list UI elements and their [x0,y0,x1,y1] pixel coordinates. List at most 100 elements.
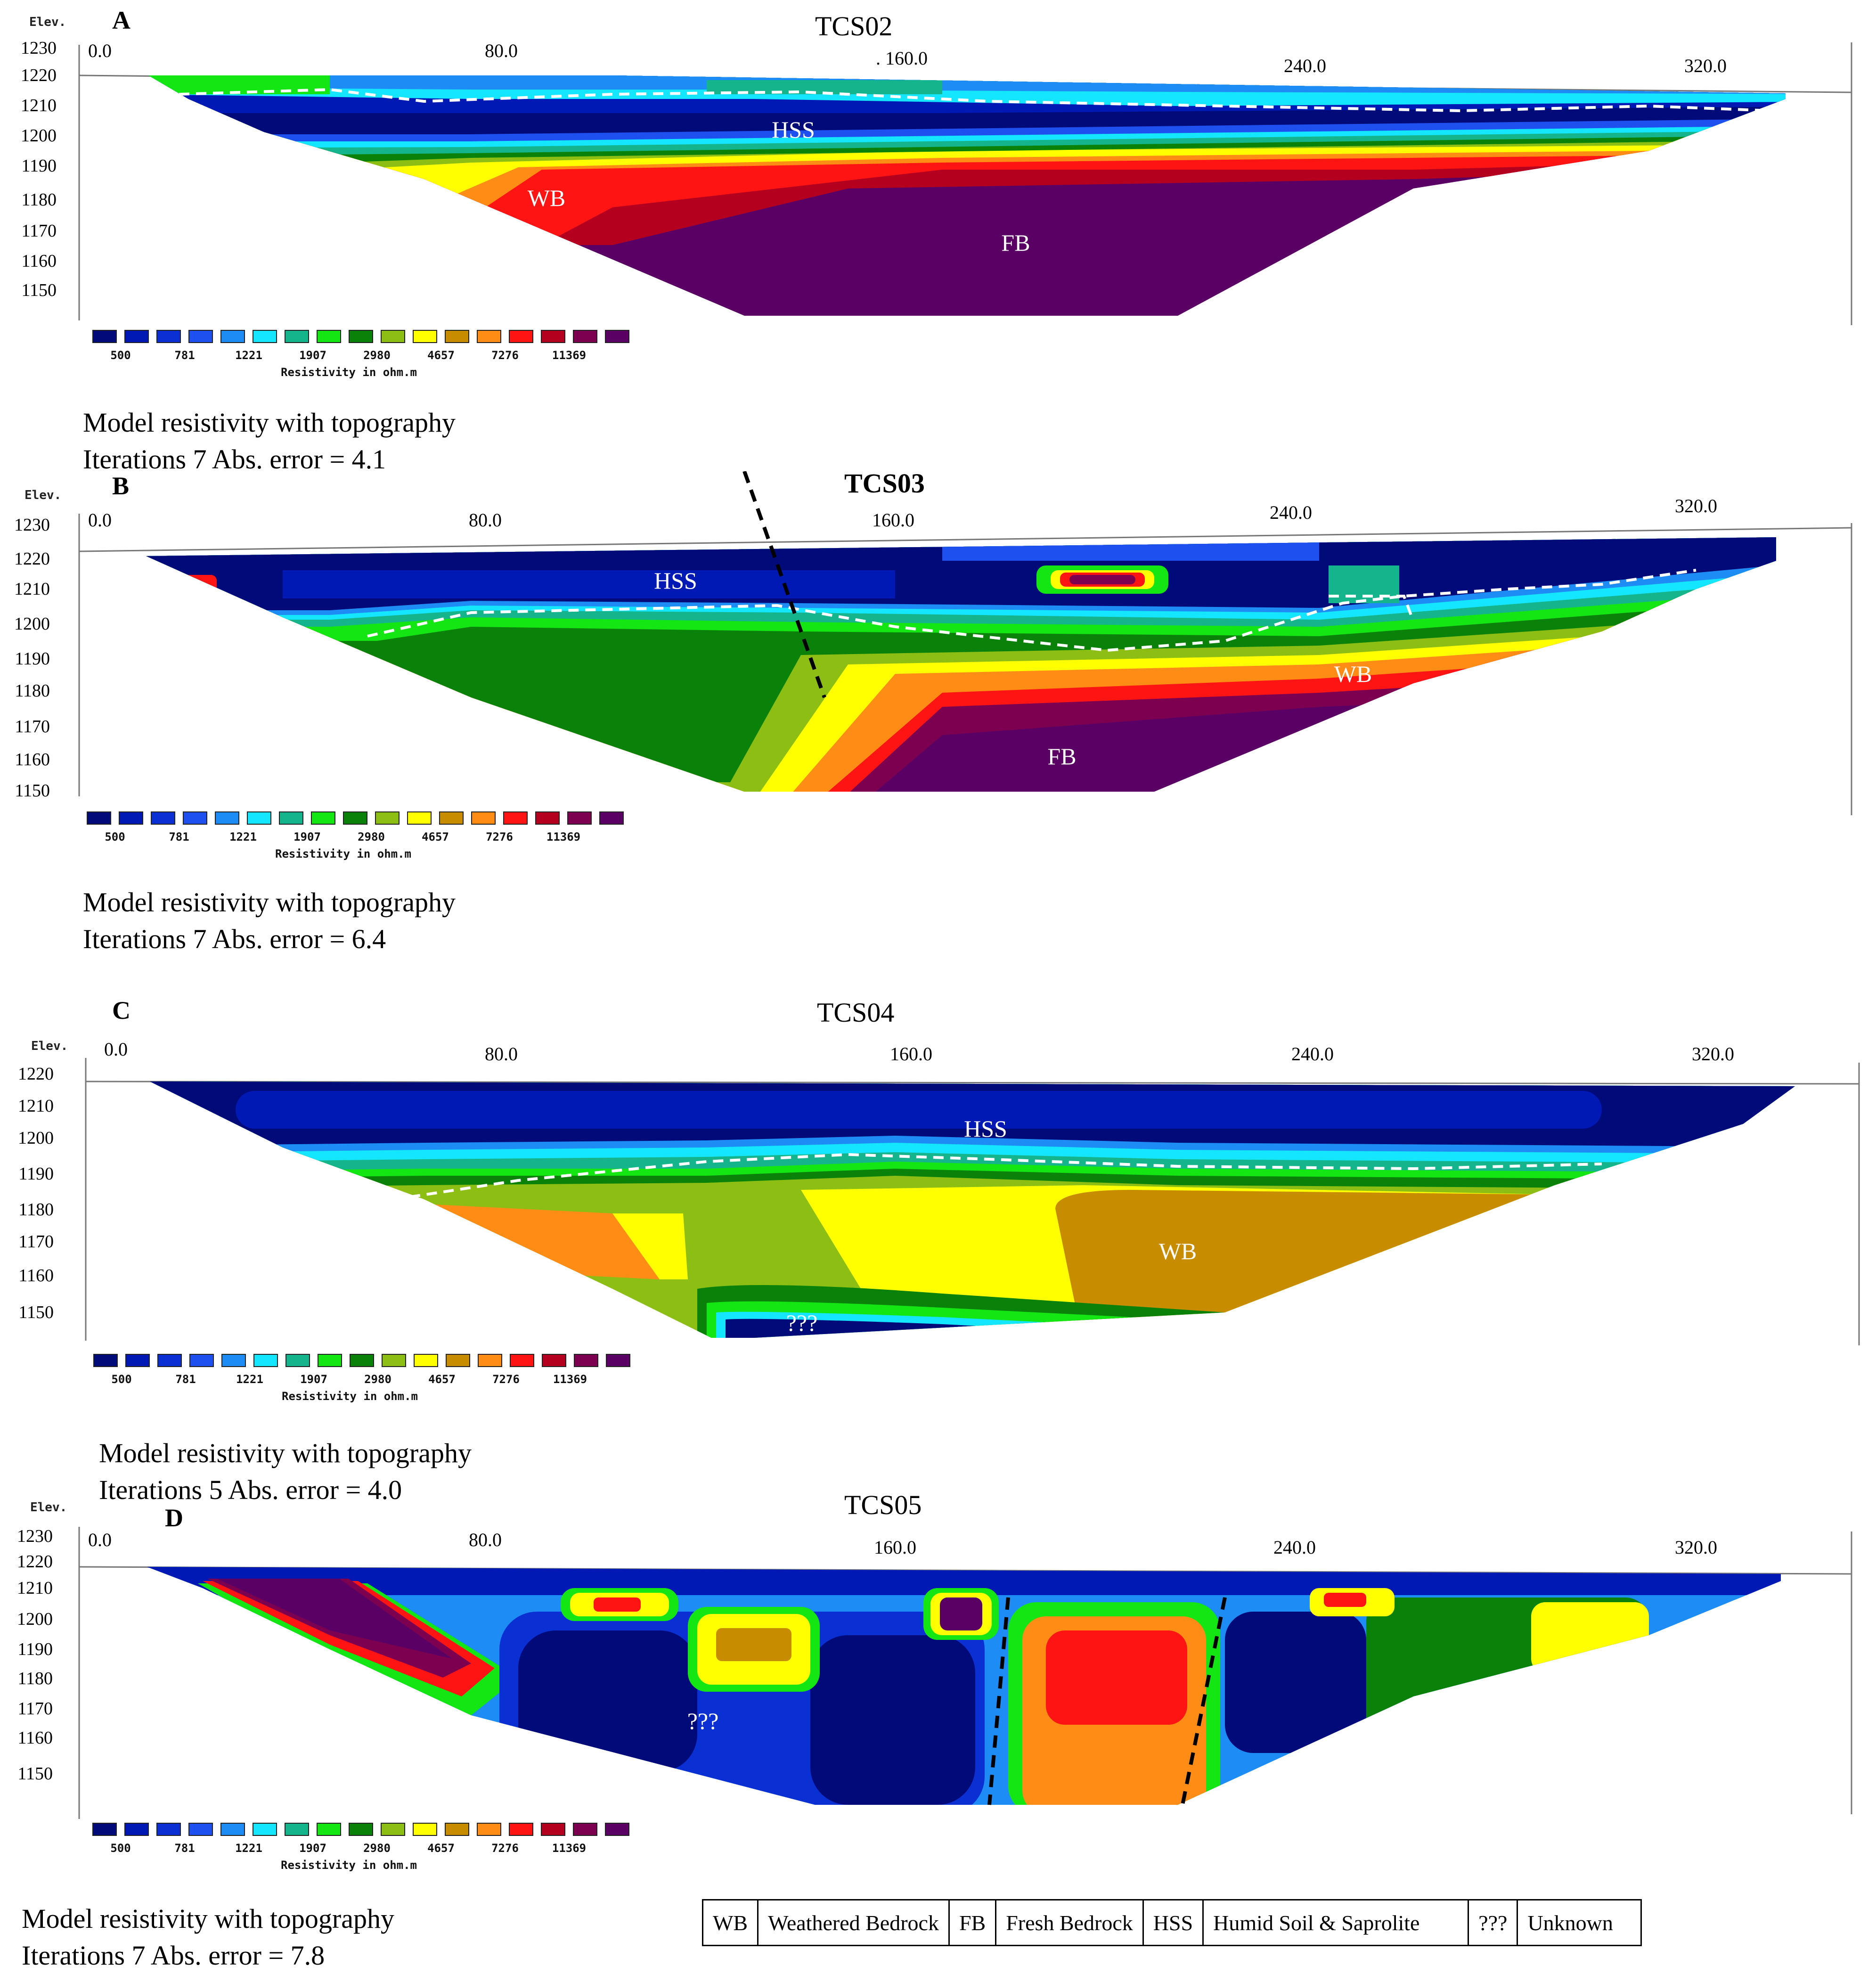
x-tick: 80.0 [485,40,518,61]
x-tick: 160.0 [890,1043,932,1065]
legend-swatch [92,330,117,343]
x-tick: . 160.0 [876,48,928,69]
y-tick: 1220 [21,66,57,85]
legend-swatch [445,1823,469,1836]
legend-value: 1221 [235,1842,262,1855]
legend-swatch [375,811,400,825]
legend-swatch [382,1354,406,1367]
x-tick: 80.0 [469,509,502,531]
fault-line [742,471,826,698]
caption-line: Model resistivity with topography [83,887,456,917]
y-tick: 1190 [18,1164,54,1184]
legend-value: 2980 [364,1373,392,1386]
y-tick: 1210 [14,579,50,599]
legend-value: 500 [105,830,125,844]
resistivity-bands [147,1567,1781,1805]
legend-swatch [125,1354,150,1367]
x-tick: 0.0 [88,509,112,531]
panel-title: TCS05 [844,1490,922,1520]
zone-label-hss: HSS [964,1115,1007,1142]
caption: Model resistivity with topography Iterat… [22,1900,394,1974]
legend-value: 1907 [300,1373,327,1386]
x-tick: 160.0 [872,509,914,531]
legend-swatch [573,1823,597,1836]
caption: Model resistivity with topography Iterat… [83,404,456,478]
x-tick: 320.0 [1675,1537,1717,1558]
legend-value: 500 [110,1842,131,1855]
legend-swatch [220,330,245,343]
legend-swatch [509,330,533,343]
legend-swatch [350,1354,374,1367]
key-code: ??? [1468,1899,1518,1946]
legend-value: 781 [175,1373,196,1386]
legend-swatch [119,811,143,825]
legend-swatch [285,1354,310,1367]
legend-swatch [183,811,207,825]
key-code: FB [948,1899,997,1946]
legend-swatch [381,1823,405,1836]
y-tick: 1200 [17,1609,53,1629]
x-tick: 80.0 [469,1529,502,1550]
x-tick: 320.0 [1692,1043,1734,1065]
y-tick: 1160 [18,1266,54,1286]
y-tick: 1160 [15,750,50,770]
caption-line: Model resistivity with topography [22,1903,394,1934]
y-tick: 1160 [17,1728,53,1748]
legend-swatch [471,811,496,825]
y-tick: 1180 [18,1200,54,1220]
x-tick: 160.0 [874,1537,916,1558]
legend-swatch [92,1823,117,1836]
legend-swatch [188,330,213,343]
legend-swatch [253,1823,277,1836]
legend-swatch [279,811,303,825]
legend-swatch [311,811,335,825]
panel-letter: D [165,1504,183,1532]
panel-title: TCS02 [815,11,893,41]
legend-value: 11369 [552,1842,587,1855]
key-desc: Fresh Bedrock [995,1899,1144,1946]
y-tick: 1210 [18,1096,54,1116]
elev-label: Elev. [29,15,66,29]
y-tick: 1200 [21,126,57,146]
elev-label: Elev. [30,1500,67,1515]
legend-swatch [253,330,277,343]
y-tick: 1220 [18,1064,54,1084]
elev-label: Elev. [31,1039,68,1053]
legend-swatch [605,1823,629,1836]
topography-line [79,527,1852,552]
legend-value: 2980 [363,349,391,362]
legend-value: 781 [174,349,195,362]
fault-line [987,1597,1010,1805]
legend-value: 1221 [229,830,257,844]
legend-swatch [285,330,309,343]
legend-value: 1907 [299,349,326,362]
caption-line: Iterations 7 Abs. error = 7.8 [22,1940,325,1971]
legend-swatch [541,1823,565,1836]
legend-value: 1221 [236,1373,263,1386]
legend-swatch [124,1823,149,1836]
legend-swatch [605,330,629,343]
caption-line: Model resistivity with topography [83,407,456,438]
legend-swatch [156,1823,181,1836]
y-tick: 1150 [15,781,50,801]
legend-swatch [477,330,501,343]
legend-value: 1907 [299,1842,326,1855]
panel-c: C TCS04 Elev. 1220 1210 1200 1190 1180 1… [0,987,1876,1505]
legend-swatch [215,811,239,825]
hss-boundary-line [367,569,1697,652]
y-tick: 1190 [15,649,50,669]
panel-b: B TCS03 Elev. 1230 1220 1210 1200 1190 1… [0,468,1876,961]
y-tick: 1150 [18,1302,54,1322]
x-tick: 80.0 [485,1043,518,1065]
legend-swatch [349,1823,373,1836]
legend-value: 1907 [294,830,321,844]
y-tick: 1180 [21,190,57,210]
zone-label-hss: HSS [772,116,815,143]
x-tick: 320.0 [1684,55,1727,76]
legend-swatch [151,811,175,825]
legend-swatch [477,1823,501,1836]
abbreviation-key-table: WB Weathered Bedrock FB Fresh Bedrock HS… [701,1899,1642,1946]
resistivity-bands [148,75,1786,316]
legend-swatch [285,1823,309,1836]
legend-swatch [445,330,469,343]
